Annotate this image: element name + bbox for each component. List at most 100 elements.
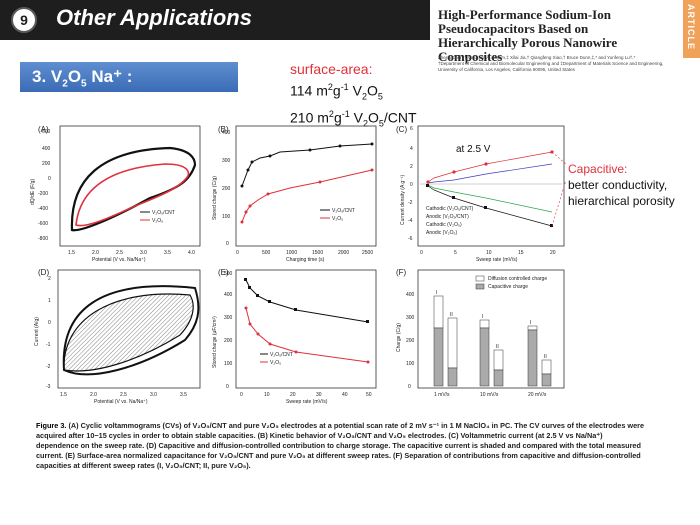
svg-text:300: 300: [222, 158, 231, 164]
svg-text:0: 0: [236, 250, 239, 256]
svg-text:20: 20: [550, 250, 556, 256]
svg-text:Diffusion controlled charge: Diffusion controlled charge: [488, 276, 547, 282]
panel-a: (A) V₂O₅/CNT V₂O₅ 600 400 200 0 -200 -40…: [30, 125, 201, 263]
svg-text:I: I: [482, 314, 483, 320]
panel-b: (B) V₂O₅/CNT V₂O₅ 0 100 200 300 400 0 50…: [212, 125, 377, 263]
svg-text:500: 500: [224, 271, 233, 277]
svg-text:200: 200: [42, 161, 51, 167]
svg-text:II: II: [450, 312, 453, 318]
section-label: 3. V2O5 Na⁺ :: [32, 67, 133, 90]
panel-a-legend-1: V₂O₅/CNT: [152, 210, 175, 216]
svg-text:0: 0: [48, 320, 51, 326]
svg-text:(E): (E): [218, 268, 229, 277]
surface-area-v2o5: 114 m2g-1 V2O5: [290, 82, 383, 102]
svg-text:0: 0: [408, 384, 411, 390]
svg-text:-200: -200: [38, 191, 48, 197]
svg-text:Anodic (V₂O₅): Anodic (V₂O₅): [426, 230, 458, 236]
panel-e: (E) V₂O₅/CNT V₂O₅ 0 100 200 300 400 500 …: [212, 268, 377, 405]
panel-c: (C) at 2.5 V Cathodic (V₂O₅/CNT) Anodic …: [396, 125, 567, 263]
svg-text:1000: 1000: [286, 250, 297, 256]
panel-a-legend-2: V₂O₅: [152, 218, 163, 224]
svg-text:-600: -600: [38, 221, 48, 227]
figure-caption: Figure 3. (A) Cyclic voltammograms (CVs)…: [36, 421, 646, 471]
svg-text:3.5: 3.5: [180, 392, 187, 398]
svg-text:Stored charge (C/g): Stored charge (C/g): [212, 176, 218, 220]
capacitive-annotation: Capacitive: better conductivity, hierarc…: [568, 161, 675, 209]
svg-text:-4: -4: [408, 218, 413, 224]
section-header: 3. V2O5 Na⁺ :: [20, 62, 238, 92]
svg-text:Current density (A g⁻¹): Current density (A g⁻¹): [400, 175, 406, 225]
surface-area-v2o5-cnt: 210 m2g-1 V2O5/CNT: [290, 109, 417, 129]
svg-text:200: 200: [222, 186, 231, 192]
svg-text:2.0: 2.0: [90, 392, 97, 398]
svg-text:(D): (D): [38, 268, 49, 277]
surface-area-note: surface-area: 114 m2g-1 V2O5 210 m2g-1 V…: [290, 60, 417, 133]
svg-text:400: 400: [42, 146, 51, 152]
svg-text:200: 200: [224, 338, 233, 344]
svg-text:2: 2: [48, 276, 51, 282]
svg-text:500: 500: [262, 250, 271, 256]
svg-text:10: 10: [486, 250, 492, 256]
svg-text:Capacitive charge: Capacitive charge: [488, 284, 528, 290]
svg-text:Cathodic (V₂O₅/CNT): Cathodic (V₂O₅/CNT): [426, 206, 474, 212]
svg-text:50: 50: [366, 392, 372, 398]
panel-a-ylabel: dQ/dE (F/g): [30, 179, 36, 205]
svg-text:2000: 2000: [338, 250, 349, 256]
panel-b-series-cnt: [241, 143, 373, 187]
panel-a-ytick: 600: [42, 129, 51, 135]
svg-text:4.0: 4.0: [188, 250, 195, 256]
capacitive-line-1: better conductivity,: [568, 178, 668, 192]
svg-text:5: 5: [454, 250, 457, 256]
svg-text:300: 300: [406, 315, 415, 321]
svg-text:(C): (C): [396, 125, 407, 134]
surface-area-heading: surface-area:: [290, 61, 373, 77]
svg-text:1.5: 1.5: [60, 392, 67, 398]
svg-text:20: 20: [290, 392, 296, 398]
svg-text:3.5: 3.5: [164, 250, 171, 256]
svg-text:Potential (V vs. Na/Na⁺): Potential (V vs. Na/Na⁺): [94, 399, 148, 405]
svg-text:15: 15: [518, 250, 524, 256]
svg-text:400: 400: [406, 292, 415, 298]
svg-text:0: 0: [240, 392, 243, 398]
paper-title: High-Performance Sodium-Ion Pseudocapaci…: [438, 7, 618, 64]
panel-a-curve-cnt: [70, 146, 197, 232]
svg-text:0: 0: [226, 241, 229, 247]
svg-text:6: 6: [410, 126, 413, 132]
svg-text:2.5: 2.5: [116, 250, 123, 256]
svg-text:20 mV/s: 20 mV/s: [528, 392, 547, 398]
svg-text:2.5: 2.5: [120, 392, 127, 398]
svg-text:30: 30: [316, 392, 322, 398]
paper-affiliation: †Department of Chemical and Biomolecular…: [438, 61, 664, 72]
svg-text:0: 0: [420, 250, 423, 256]
svg-text:-3: -3: [46, 384, 51, 390]
slide-number: 9: [20, 12, 28, 28]
svg-text:Cathodic (V₂O₅): Cathodic (V₂O₅): [426, 222, 462, 228]
panel-b-series-v2o5: [241, 169, 373, 223]
panel-d-total-current: [62, 285, 200, 376]
svg-text:-800: -800: [38, 236, 48, 242]
panel-a-curve-v2o5: [75, 163, 190, 227]
svg-text:Anodic (V₂O₅/CNT): Anodic (V₂O₅/CNT): [426, 214, 469, 220]
svg-text:2.0: 2.0: [92, 250, 99, 256]
svg-text:10: 10: [264, 392, 270, 398]
figure-3: (A) V₂O₅/CNT V₂O₅ 600 400 200 0 -200 -40…: [30, 125, 567, 405]
svg-text:1.5: 1.5: [68, 250, 75, 256]
svg-text:3.0: 3.0: [140, 250, 147, 256]
svg-text:Charging time (s): Charging time (s): [286, 257, 325, 263]
capacitive-heading: Capacitive:: [568, 162, 628, 176]
svg-text:10 mV/s: 10 mV/s: [480, 392, 499, 398]
svg-text:-2: -2: [46, 364, 51, 370]
svg-text:Sweep rate (mV/s): Sweep rate (mV/s): [286, 399, 328, 405]
paper-authors: Zheng Chen,† Veronica Augustyn,‡ Xilai J…: [438, 55, 668, 73]
panel-d-capacitive-area: [63, 293, 194, 372]
svg-text:V₂O₅: V₂O₅: [270, 360, 281, 366]
svg-text:1500: 1500: [312, 250, 323, 256]
svg-text:-2: -2: [408, 200, 413, 206]
svg-text:(F): (F): [396, 268, 407, 277]
svg-text:400: 400: [224, 292, 233, 298]
panel-a-xlabel: Potential (V vs. Na/Na⁺): [92, 257, 146, 263]
svg-text:100: 100: [406, 361, 415, 367]
svg-text:0: 0: [410, 182, 413, 188]
svg-text:II: II: [496, 344, 499, 350]
svg-text:1 mV/s: 1 mV/s: [434, 392, 450, 398]
